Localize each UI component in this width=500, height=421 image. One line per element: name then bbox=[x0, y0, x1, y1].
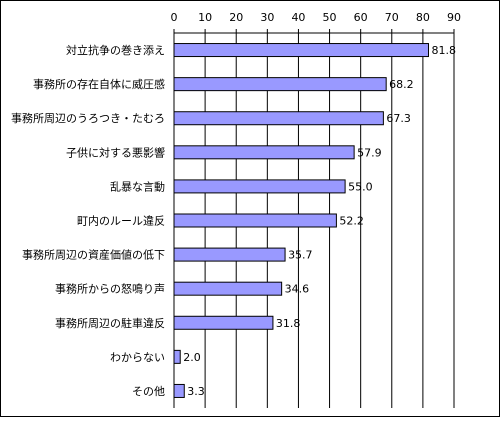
x-tick-label: 10 bbox=[198, 11, 212, 24]
value-labels: 81.8 68.2 67.3 57.9 55.0 52.2 35.7 34.6 31.8 2.0 3… bbox=[183, 44, 456, 398]
bar bbox=[173, 213, 337, 228]
bar bbox=[173, 247, 286, 262]
category-label: 事務所からの怒鳴り声 bbox=[55, 282, 165, 296]
bar bbox=[173, 179, 346, 194]
value-label: 2.0 bbox=[183, 351, 201, 364]
x-tick-label: 20 bbox=[229, 11, 243, 24]
value-label: 81.8 bbox=[431, 44, 456, 57]
bar bbox=[173, 43, 429, 58]
category-labels: 対立抗争の巻き添え事務所の存在自体に威圧感事務所周辺のうろつき・たむろ子供に対す… bbox=[11, 43, 165, 398]
bar bbox=[173, 111, 384, 126]
value-label: 55.0 bbox=[348, 180, 373, 193]
bar bbox=[173, 145, 355, 160]
x-tick-label: 40 bbox=[291, 11, 305, 24]
x-tick-label: 60 bbox=[354, 11, 368, 24]
category-label: 事務所周辺の資産価値の低下 bbox=[22, 248, 165, 262]
bar bbox=[173, 349, 181, 364]
x-tick-label: 30 bbox=[260, 11, 274, 24]
category-label: その他 bbox=[132, 385, 165, 398]
x-tick-label: 90 bbox=[447, 11, 461, 24]
value-label: 67.3 bbox=[386, 112, 411, 125]
x-tick-label: 80 bbox=[416, 11, 430, 24]
value-label: 34.6 bbox=[285, 283, 310, 296]
category-label: 対立抗争の巻き添え bbox=[66, 43, 165, 57]
value-label: 35.7 bbox=[288, 249, 313, 262]
value-label: 3.3 bbox=[187, 385, 205, 398]
category-label: 乱暴な言動 bbox=[110, 179, 165, 193]
category-label: 事務所周辺の駐車違反 bbox=[55, 316, 165, 330]
x-axis-ticks: 0 10 20 30 40 50 60 70 80 90 bbox=[171, 11, 462, 24]
value-label: 68.2 bbox=[389, 78, 414, 91]
value-label: 52.2 bbox=[339, 215, 364, 228]
x-tick-label: 70 bbox=[385, 11, 399, 24]
bar bbox=[173, 281, 283, 296]
category-label: 子供に対する悪影響 bbox=[66, 145, 165, 159]
category-label: わからない bbox=[110, 351, 165, 364]
category-label: 事務所の存在自体に威圧感 bbox=[33, 77, 165, 91]
x-tick-label: 50 bbox=[323, 11, 337, 24]
bar bbox=[173, 383, 185, 398]
value-label: 57.9 bbox=[357, 146, 382, 159]
bar bbox=[173, 315, 274, 330]
value-label: 31.8 bbox=[276, 317, 301, 330]
x-tick-label: 0 bbox=[171, 11, 178, 24]
category-label: 町内のルール違反 bbox=[77, 214, 165, 228]
category-label: 事務所周辺のうろつき・たむろ bbox=[11, 111, 165, 125]
bars bbox=[173, 43, 429, 398]
bar bbox=[173, 77, 387, 92]
